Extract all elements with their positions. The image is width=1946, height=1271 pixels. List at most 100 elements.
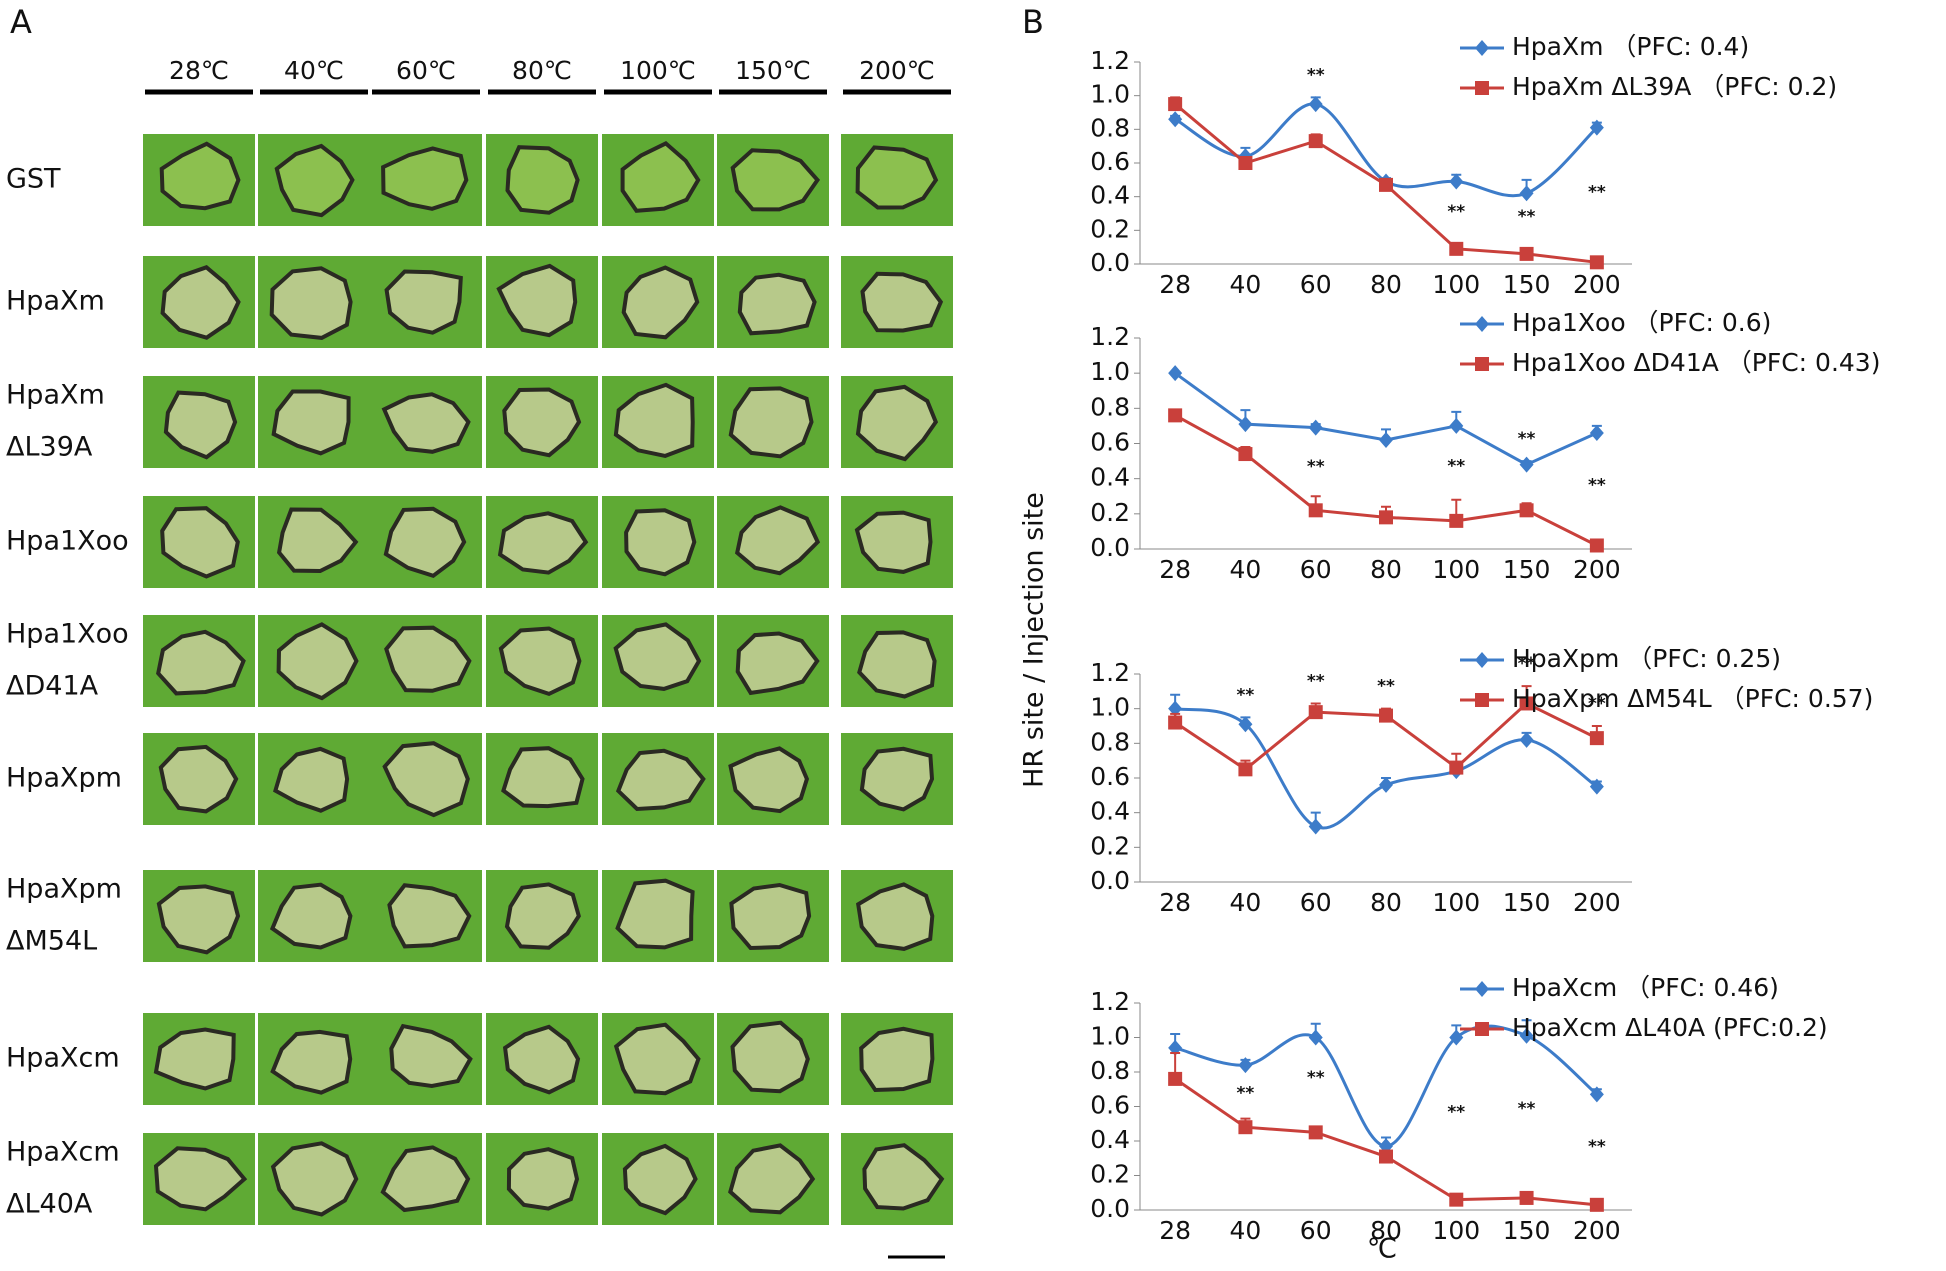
infiltration-outline (730, 148, 821, 212)
infiltration-outline (160, 506, 240, 579)
infiltration-outline (613, 382, 695, 458)
y-tick-label: 0.4 (1090, 1125, 1130, 1154)
row-label: ΔL40A (6, 1189, 93, 1220)
infiltration-outline (387, 883, 472, 949)
y-tick-label: 0.4 (1090, 181, 1130, 210)
data-point (1589, 731, 1604, 746)
data-point (1238, 156, 1253, 170)
y-tick-label: 0.2 (1090, 498, 1130, 527)
series-line (1174, 707, 1598, 830)
infiltration-outline (729, 882, 812, 951)
infiltration-outline (389, 1023, 473, 1089)
legend-label: Hpa1Xoo （PFC: 0.6) (1512, 308, 1771, 337)
significance-label: ** (1447, 202, 1465, 222)
infiltration-outline (159, 141, 241, 211)
significance-label: ** (1377, 677, 1395, 697)
legend-marker (1475, 981, 1489, 997)
infiltration-outline (505, 145, 580, 215)
y-tick-label: 0.2 (1090, 831, 1130, 860)
infiltration-outline (380, 1145, 471, 1213)
data-point (1308, 96, 1323, 113)
y-tick-label: 1.2 (1090, 658, 1130, 687)
infiltration-outline (860, 271, 944, 333)
data-point (1308, 134, 1323, 149)
legend-label: HpaXpm ΔM54L （PFC: 0.57) (1512, 684, 1873, 713)
column-header: 60℃ (396, 56, 456, 85)
infiltration-outline (273, 746, 350, 813)
y-tick-label: 0.8 (1090, 392, 1130, 421)
infiltration-outline (730, 1020, 810, 1094)
data-point (1589, 1197, 1604, 1212)
significance-label: ** (1447, 456, 1465, 476)
row-label: Hpa1Xoo (6, 619, 129, 650)
infiltration-outline (502, 1024, 581, 1095)
y-axis-label: HR site / Injection site (1019, 492, 1050, 788)
infiltration-outline (270, 1029, 353, 1095)
y-tick-label: 0.8 (1090, 1056, 1130, 1085)
data-point (1238, 716, 1253, 733)
infiltration-outline (857, 630, 937, 699)
significance-label: ** (1307, 65, 1325, 85)
y-tick-label: 0.4 (1090, 797, 1130, 826)
x-tick-label: 40 (1230, 555, 1262, 584)
y-tick-label: 0.6 (1090, 762, 1130, 791)
data-point (1168, 408, 1183, 423)
row-label: ΔD41A (6, 671, 99, 702)
column-header: 80℃ (512, 56, 572, 85)
infiltration-outline (735, 631, 820, 696)
infiltration-outline (383, 506, 467, 579)
infiltration-outline (270, 1141, 359, 1217)
y-tick-label: 0.4 (1090, 463, 1130, 492)
infiltration-outline (613, 622, 702, 691)
legend-marker (1475, 693, 1489, 707)
x-tick-label: 150 (1503, 888, 1551, 917)
x-tick-label: 40 (1230, 1216, 1262, 1245)
data-point (1589, 1086, 1604, 1103)
infiltration-outline (382, 741, 470, 818)
significance-label: ** (1518, 654, 1536, 674)
x-tick-label: 80 (1370, 555, 1402, 584)
y-tick-label: 1.2 (1090, 987, 1130, 1016)
data-point (1449, 241, 1464, 256)
legend-label: HpaXm （PFC: 0.4) (1512, 32, 1749, 61)
data-point (1308, 818, 1323, 835)
y-tick-label: 0.0 (1090, 1194, 1130, 1223)
column-header: 40℃ (284, 56, 344, 85)
data-point (1589, 119, 1604, 136)
row-label: HpaXcm (6, 1043, 120, 1074)
data-point (1519, 456, 1534, 473)
infiltration-outline (613, 1022, 701, 1096)
x-tick-label: 60 (1300, 270, 1332, 299)
data-point (1519, 185, 1534, 202)
y-tick-label: 0.2 (1090, 214, 1130, 243)
y-tick-label: 1.2 (1090, 46, 1130, 75)
data-point (1449, 417, 1464, 434)
data-point (1308, 705, 1323, 720)
y-tick-label: 0.8 (1090, 727, 1130, 756)
x-tick-label: 200 (1573, 888, 1621, 917)
y-tick-label: 0.0 (1090, 866, 1130, 895)
data-point (1379, 708, 1393, 723)
data-point (1238, 1057, 1253, 1074)
data-point (1168, 97, 1183, 112)
row-label: ΔM54L (6, 926, 97, 957)
significance-label: ** (1307, 671, 1325, 691)
legend-label: HpaXpm （PFC: 0.25) (1512, 644, 1781, 673)
x-tick-label: 28 (1159, 1216, 1191, 1245)
x-tick-label: 80 (1370, 1216, 1402, 1245)
row-label: HpaXm (6, 286, 105, 317)
significance-label: ** (1447, 1103, 1465, 1123)
data-point (1308, 1125, 1323, 1140)
data-point (1589, 255, 1604, 270)
x-tick-label: 28 (1159, 888, 1191, 917)
infiltration-outline (621, 265, 700, 340)
x-tick-label: 100 (1432, 888, 1480, 917)
x-tick-label: 150 (1503, 270, 1551, 299)
x-tick-label: 80 (1370, 270, 1402, 299)
y-tick-label: 0.0 (1090, 533, 1130, 562)
infiltration-outline (496, 263, 578, 338)
infiltration-outline (158, 744, 239, 814)
infiltration-outline (734, 505, 821, 576)
legend-marker (1475, 357, 1489, 371)
infiltration-outline (269, 266, 353, 340)
